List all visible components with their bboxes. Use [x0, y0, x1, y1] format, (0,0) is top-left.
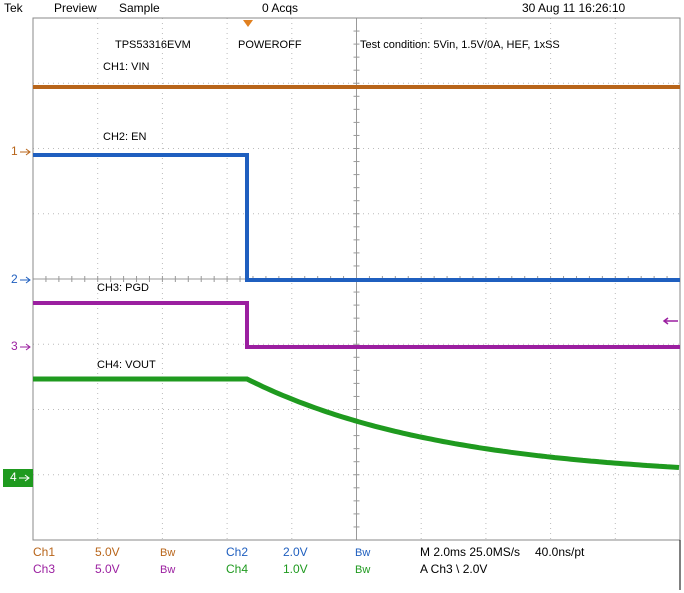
mode: Preview [54, 1, 97, 15]
ch3-trace [33, 301, 680, 349]
footer-channel: Ch4 [226, 562, 248, 576]
marker-arrow [20, 343, 31, 351]
board-label: TPS53316EVM [115, 39, 191, 51]
acquisition: Sample [119, 1, 160, 15]
acq-count: 0 Acqs [262, 1, 298, 15]
marker-arrow [20, 148, 31, 156]
footer-channel: Ch2 [226, 545, 248, 559]
footer-timebase: M 2.0ms 25.0MS/s [420, 545, 520, 559]
footer-trigger: A Ch3 \ 2.0V [420, 562, 487, 576]
trace-label: CH4: VOUT [97, 359, 156, 371]
footer-resolution: 40.0ns/pt [535, 545, 585, 559]
footer-bw: Bw [355, 564, 370, 576]
marker-arrow [19, 474, 30, 482]
footer-scale: 5.0V [95, 545, 120, 559]
ch-marker: 4 [10, 470, 17, 484]
brand: Tek [4, 1, 24, 15]
footer-channel: Ch1 [33, 545, 55, 559]
footer-scale: 5.0V [95, 562, 120, 576]
condition-label: Test condition: 5Vin, 1.5V/0A, HEF, 1xSS [360, 39, 560, 51]
ch-marker: 1 [11, 144, 18, 158]
trace-label: CH3: PGD [97, 282, 149, 294]
footer-scale: 2.0V [283, 545, 308, 559]
trace-label: CH1: VIN [103, 61, 150, 73]
footer-bw: Bw [160, 564, 175, 576]
ch-marker: 3 [11, 339, 18, 353]
ch2-trace [33, 153, 680, 282]
trace-label: CH2: EN [103, 131, 146, 143]
ch4-trace [33, 376, 680, 470]
footer-scale: 1.0V [283, 562, 308, 576]
ch-marker: 2 [11, 272, 18, 286]
trigger-position [243, 20, 253, 27]
footer-bw: Bw [355, 547, 370, 559]
event-label: POWEROFF [238, 39, 302, 51]
marker-arrow [20, 276, 31, 284]
ch4-marker-box [3, 469, 33, 487]
footer-bw: Bw [160, 547, 175, 559]
footer-channel: Ch3 [33, 562, 55, 576]
trigger-level [662, 317, 678, 325]
timestamp: 30 Aug 11 16:26:10 [522, 1, 626, 15]
